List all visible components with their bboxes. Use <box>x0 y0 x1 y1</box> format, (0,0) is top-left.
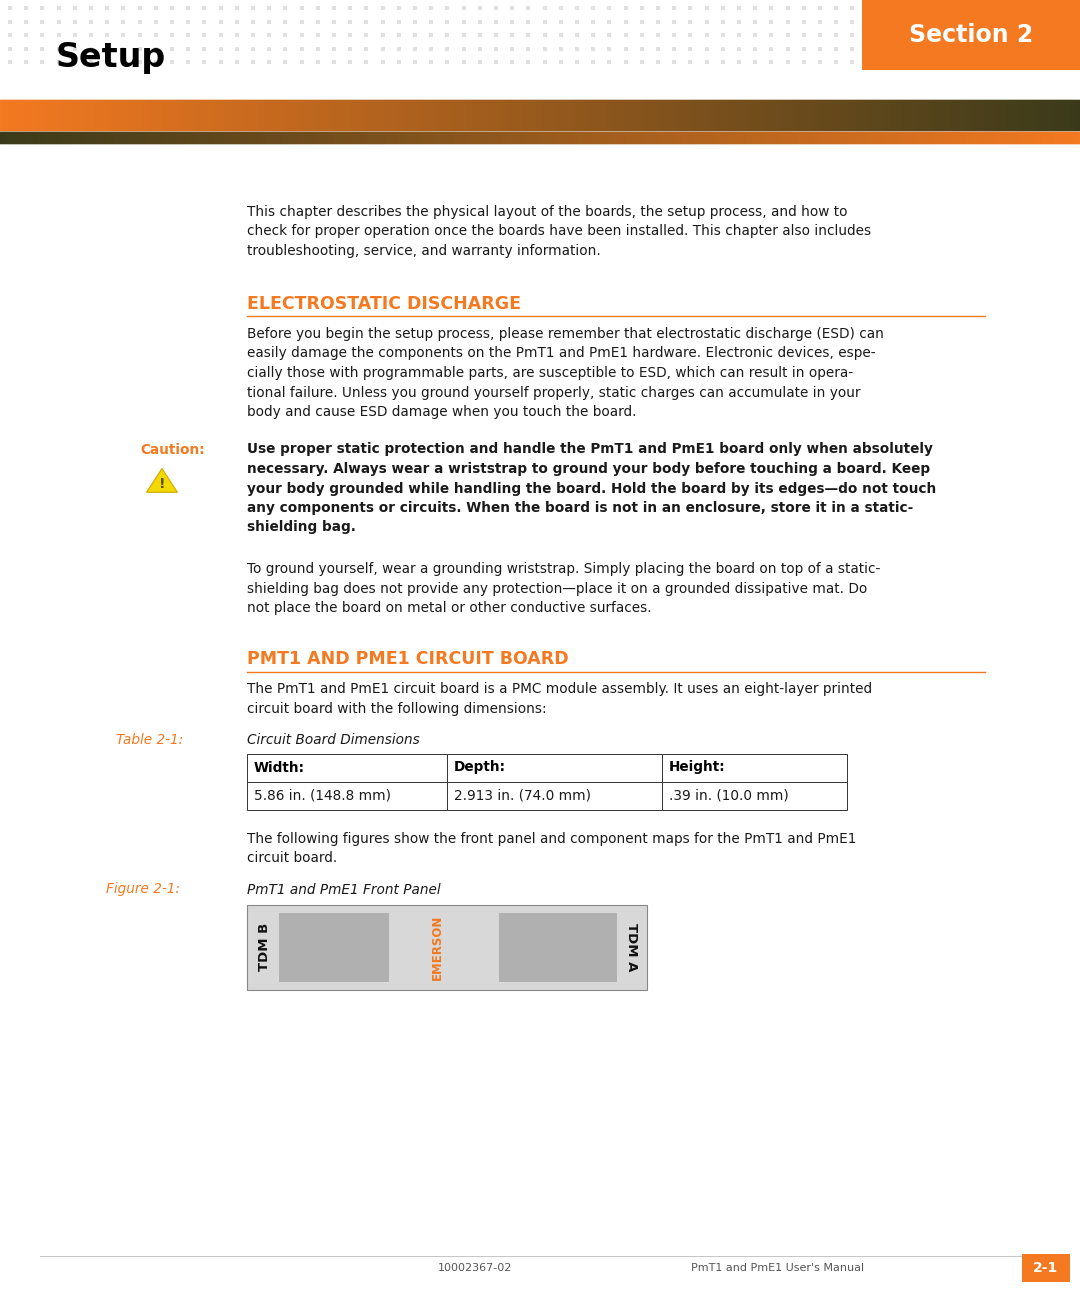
Text: not place the board on metal or other conductive surfaces.: not place the board on metal or other co… <box>247 601 651 616</box>
Text: check for proper operation once the boards have been installed. This chapter als: check for proper operation once the boar… <box>247 224 872 238</box>
Text: 5.86 in. (148.8 mm): 5.86 in. (148.8 mm) <box>254 788 391 802</box>
FancyBboxPatch shape <box>247 781 447 810</box>
Text: easily damage the components on the PmT1 and PmE1 hardware. Electronic devices, : easily damage the components on the PmT1… <box>247 346 876 360</box>
Text: shielding bag.: shielding bag. <box>247 521 356 534</box>
Text: body and cause ESD damage when you touch the board.: body and cause ESD damage when you touch… <box>247 404 636 419</box>
Text: Circuit Board Dimensions: Circuit Board Dimensions <box>247 734 420 748</box>
Text: TDM A: TDM A <box>624 923 637 971</box>
Text: 2.913 in. (74.0 mm): 2.913 in. (74.0 mm) <box>454 788 591 802</box>
FancyBboxPatch shape <box>1022 1255 1070 1282</box>
Text: Setup: Setup <box>56 40 166 74</box>
FancyBboxPatch shape <box>662 753 847 781</box>
FancyBboxPatch shape <box>279 912 389 981</box>
Text: .39 in. (10.0 mm): .39 in. (10.0 mm) <box>669 788 788 802</box>
Text: Table 2-1:: Table 2-1: <box>116 734 184 748</box>
Text: Use proper static protection and handle the PmT1 and PmE1 board only when absolu: Use proper static protection and handle … <box>247 442 933 456</box>
Text: To ground yourself, wear a grounding wriststrap. Simply placing the board on top: To ground yourself, wear a grounding wri… <box>247 562 880 575</box>
FancyBboxPatch shape <box>862 0 1080 70</box>
Text: !: ! <box>159 477 165 490</box>
Text: circuit board.: circuit board. <box>247 851 337 864</box>
FancyBboxPatch shape <box>247 905 647 990</box>
Text: ELECTROSTATIC DISCHARGE: ELECTROSTATIC DISCHARGE <box>247 295 521 314</box>
Text: EMERSON: EMERSON <box>431 914 444 980</box>
Text: PMT1 AND PME1 CIRCUIT BOARD: PMT1 AND PME1 CIRCUIT BOARD <box>247 651 569 669</box>
Text: 10002367-02: 10002367-02 <box>438 1264 512 1273</box>
Text: 2-1: 2-1 <box>1034 1261 1058 1275</box>
Text: shielding bag does not provide any protection—place it on a grounded dissipative: shielding bag does not provide any prote… <box>247 582 867 595</box>
Text: Before you begin the setup process, please remember that electrostatic discharge: Before you begin the setup process, plea… <box>247 327 883 341</box>
Text: Section 2: Section 2 <box>909 23 1034 47</box>
FancyBboxPatch shape <box>662 781 847 810</box>
Text: PmT1 and PmE1 User's Manual: PmT1 and PmE1 User's Manual <box>691 1264 864 1273</box>
FancyBboxPatch shape <box>499 912 617 981</box>
Text: Figure 2-1:: Figure 2-1: <box>106 883 180 897</box>
Text: This chapter describes the physical layout of the boards, the setup process, and: This chapter describes the physical layo… <box>247 205 848 219</box>
Text: Width:: Width: <box>254 761 305 775</box>
FancyBboxPatch shape <box>247 753 447 781</box>
Text: Caution:: Caution: <box>140 442 204 456</box>
Text: your body grounded while handling the board. Hold the board by its edges—do not : your body grounded while handling the bo… <box>247 482 936 495</box>
Text: Height:: Height: <box>669 761 726 775</box>
Text: troubleshooting, service, and warranty information.: troubleshooting, service, and warranty i… <box>247 244 600 258</box>
Text: cially those with programmable parts, are susceptible to ESD, which can result i: cially those with programmable parts, ar… <box>247 365 853 380</box>
Text: The PmT1 and PmE1 circuit board is a PMC module assembly. It uses an eight-layer: The PmT1 and PmE1 circuit board is a PMC… <box>247 683 873 696</box>
Text: The following figures show the front panel and component maps for the PmT1 and P: The following figures show the front pan… <box>247 832 856 845</box>
FancyBboxPatch shape <box>447 781 662 810</box>
Text: circuit board with the following dimensions:: circuit board with the following dimensi… <box>247 702 546 715</box>
Text: necessary. Always wear a wriststrap to ground your body before touching a board.: necessary. Always wear a wriststrap to g… <box>247 461 930 476</box>
Text: any components or circuits. When the board is not in an enclosure, store it in a: any components or circuits. When the boa… <box>247 502 914 515</box>
Polygon shape <box>147 468 177 492</box>
Text: TDM B: TDM B <box>257 923 270 971</box>
Text: PmT1 and PmE1 Front Panel: PmT1 and PmE1 Front Panel <box>247 883 441 897</box>
Text: Depth:: Depth: <box>454 761 507 775</box>
FancyBboxPatch shape <box>447 753 662 781</box>
Text: tional failure. Unless you ground yourself properly, static charges can accumula: tional failure. Unless you ground yourse… <box>247 385 861 399</box>
